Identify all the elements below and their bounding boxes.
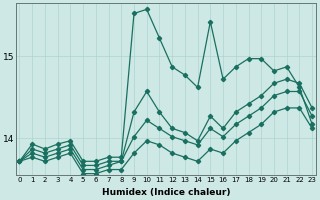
X-axis label: Humidex (Indice chaleur): Humidex (Indice chaleur): [101, 188, 230, 197]
